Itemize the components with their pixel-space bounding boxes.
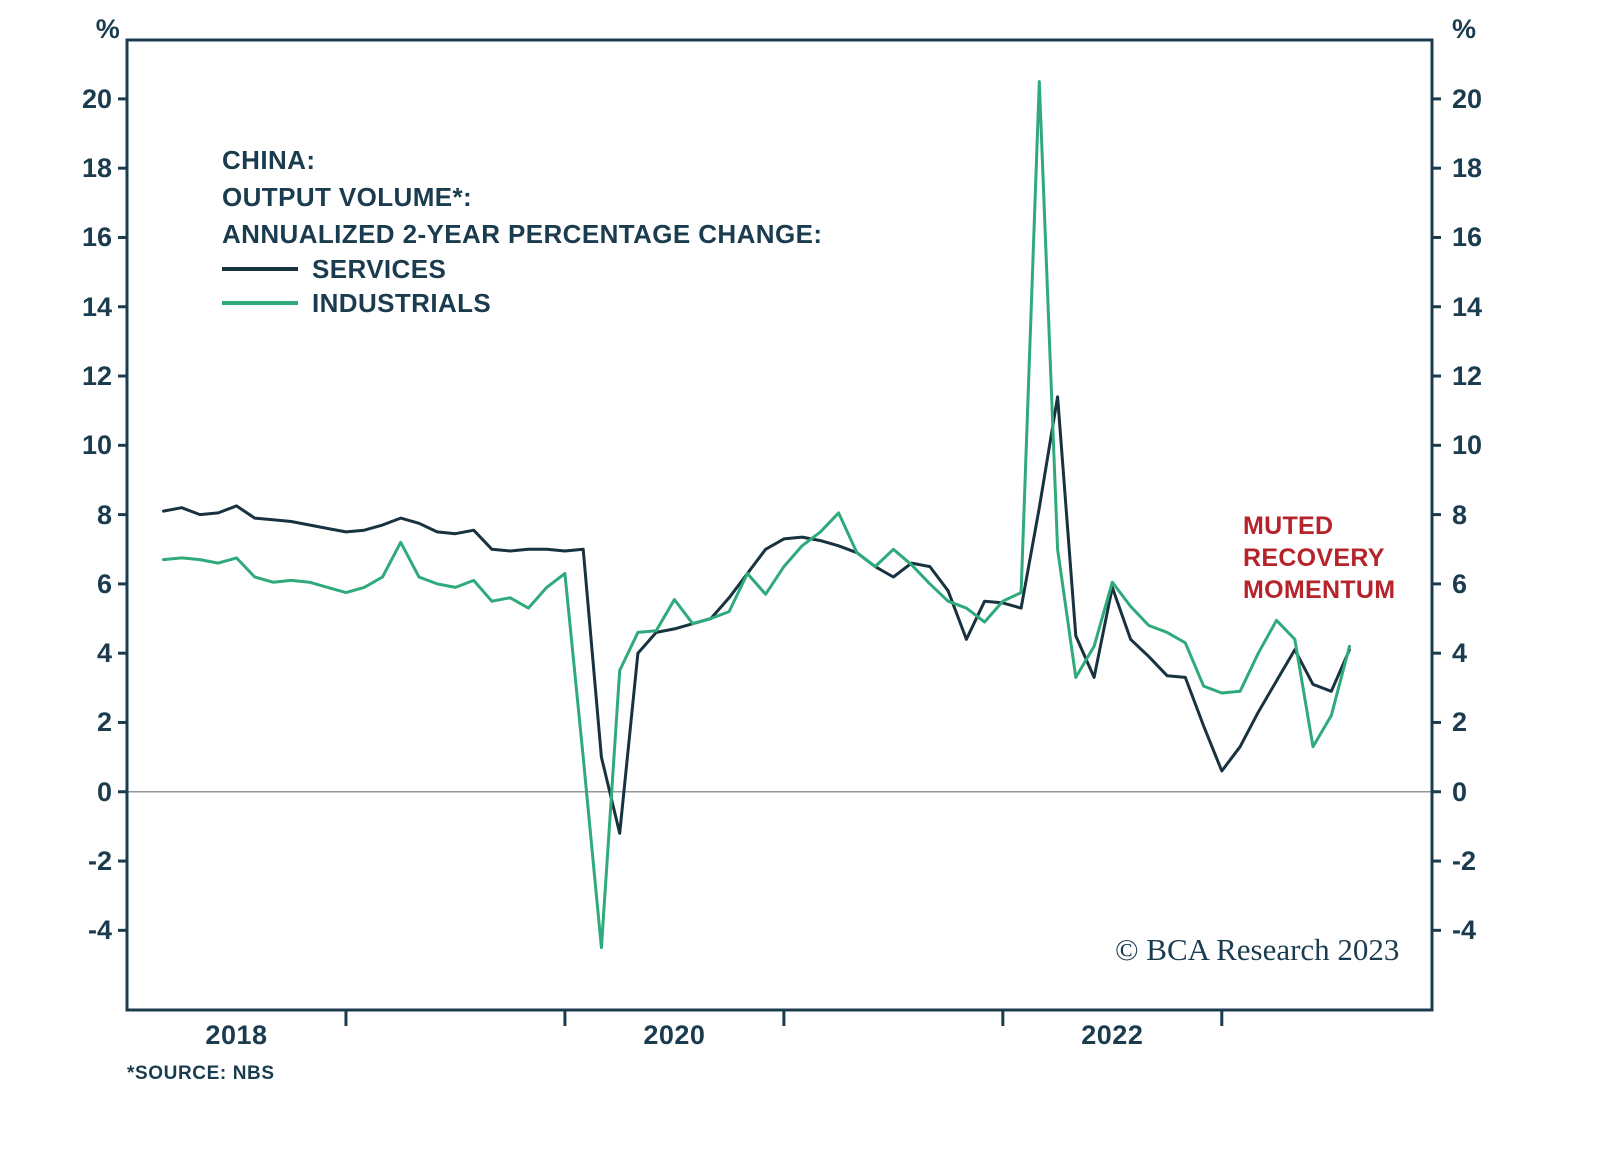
y-tick-label-left: 18: [81, 153, 112, 184]
y-tick-label-right: 0: [1452, 776, 1468, 807]
chart-title-line-1: CHINA:: [222, 145, 316, 175]
annotation-muted-recovery: MUTED RECOVERY MOMENTUM: [1243, 510, 1395, 606]
y-tick-label-left: 20: [81, 83, 112, 114]
annotation-line-2: RECOVERY: [1243, 544, 1385, 572]
plot-frame: [125, 38, 1434, 1012]
y-tick-label-left: -4: [87, 915, 112, 946]
chart-title-line-2: OUTPUT VOLUME*:: [222, 182, 473, 212]
annotation-line-1: MUTED: [1243, 512, 1334, 540]
x-tick-label: 2022: [1081, 1020, 1144, 1050]
y-axis-unit-right: %: [1452, 14, 1477, 44]
y-tick-label-right: 18: [1452, 153, 1483, 184]
y-tick-label-left: -2: [87, 846, 112, 877]
y-tick-label-right: 8: [1452, 499, 1468, 530]
y-tick-label-left: 16: [81, 222, 112, 253]
x-tick-label: 2020: [643, 1020, 706, 1050]
y-tick-label-right: 14: [1452, 291, 1483, 322]
y-tick-label-right: 2: [1452, 707, 1468, 738]
y-tick-label-left: 8: [96, 499, 112, 530]
y-tick-label-left: 2: [96, 707, 112, 738]
services-line-swatch: [222, 267, 298, 271]
y-tick-label-right: 4: [1452, 638, 1468, 669]
legend-item-services: SERVICES: [222, 252, 491, 286]
y-tick-label-right: 12: [1452, 361, 1483, 392]
y-tick-label-left: 10: [81, 430, 112, 461]
y-tick-label-left: 14: [81, 291, 112, 322]
industrials-line-swatch: [222, 301, 298, 305]
y-tick-label-right: -4: [1452, 915, 1477, 946]
services-line: [162, 395, 1351, 835]
y-tick-label-right: 20: [1452, 83, 1483, 114]
y-tick-label-right: 6: [1452, 568, 1468, 599]
y-tick-label-right: -2: [1452, 846, 1477, 877]
legend: SERVICES INDUSTRIALS: [222, 252, 491, 320]
legend-label-services: SERVICES: [312, 253, 447, 284]
y-tick-label-left: 0: [96, 776, 112, 807]
copyright: © BCA Research 2023: [1115, 932, 1400, 967]
legend-item-industrials: INDUSTRIALS: [222, 286, 491, 320]
chart-title-line-3: ANNUALIZED 2-YEAR PERCENTAGE CHANGE:: [222, 219, 823, 249]
x-tick-label: 2018: [205, 1020, 268, 1050]
y-tick-label-right: 16: [1452, 222, 1483, 253]
y-tick-label-right: 10: [1452, 430, 1483, 461]
y-tick-label-left: 6: [96, 568, 112, 599]
y-tick-label-left: 12: [81, 361, 112, 392]
y-axis-unit-left: %: [95, 14, 121, 44]
y-tick-label-left: 4: [96, 638, 112, 669]
annotation-line-3: MOMENTUM: [1243, 576, 1396, 604]
source-note: *SOURCE: NBS: [127, 1063, 275, 1084]
legend-label-industrials: INDUSTRIALS: [312, 287, 492, 318]
industrials-line: [162, 80, 1351, 950]
chart-title: CHINA: OUTPUT VOLUME*: ANNUALIZED 2-YEAR…: [222, 142, 822, 253]
